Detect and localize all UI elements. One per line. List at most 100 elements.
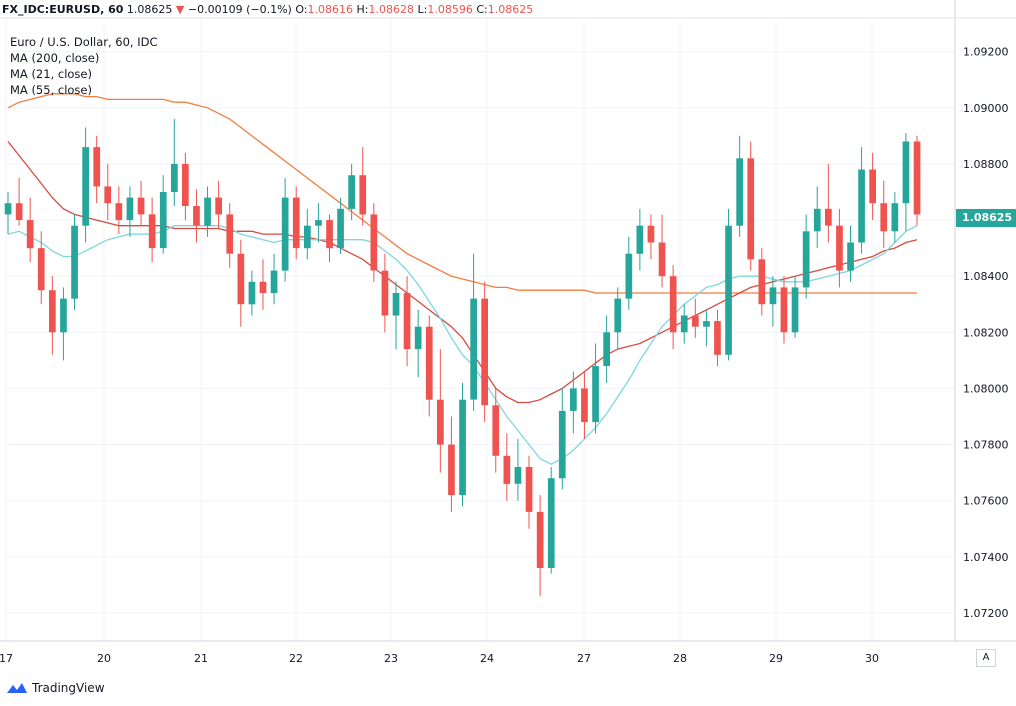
y-tick-label: 1.07800 (963, 439, 1009, 452)
x-tick-label: 23 (384, 652, 398, 665)
candle-body (714, 321, 721, 355)
candle-body (281, 197, 289, 271)
candle-body (503, 455, 511, 484)
grid (4, 18, 955, 641)
candle-body (481, 298, 488, 406)
candle-body (392, 293, 400, 316)
last-price-tag: 1.08625 (956, 209, 1016, 227)
candle-body (470, 298, 477, 400)
candle-body (514, 467, 522, 484)
auto-scale-button[interactable]: A (976, 649, 996, 667)
candle-body (736, 158, 743, 226)
candle-body (259, 281, 267, 293)
low-label: L: (417, 3, 428, 16)
candle-body (525, 467, 533, 512)
candle-body (348, 175, 355, 209)
candle-body (304, 225, 311, 249)
candle-body (658, 242, 666, 277)
candle-body (847, 242, 854, 271)
candle-body (536, 511, 544, 568)
candle-body (891, 203, 899, 232)
candle-body (26, 220, 34, 249)
series-title[interactable]: Euro / U.S. Dollar, 60, IDC (10, 35, 158, 49)
legend-ma55[interactable]: MA (55, close) (10, 83, 92, 97)
x-tick-label: 22 (289, 652, 303, 665)
candle-body (104, 186, 112, 204)
candle-body (769, 287, 777, 305)
candle-body (159, 192, 167, 249)
candle-body (913, 141, 921, 215)
candle-body (692, 315, 699, 327)
candle-body (315, 220, 322, 226)
candle-body (204, 197, 211, 226)
candle-body (171, 163, 178, 192)
candle-body (359, 175, 367, 215)
candle-body (669, 276, 677, 333)
y-tick-label: 1.08200 (963, 326, 1009, 339)
candle-body (381, 270, 389, 316)
tradingview-logo[interactable]: TradingView (6, 681, 105, 695)
x-tick-label: 28 (673, 652, 687, 665)
symbol-name[interactable]: FX_IDC:EURUSD, 60 (2, 3, 124, 16)
ma21-line (7, 225, 918, 465)
candle-body (437, 399, 444, 445)
ma21-line-group (7, 225, 918, 465)
candle-body (581, 388, 588, 423)
candle-body (237, 253, 245, 305)
candle-body (115, 203, 123, 220)
legend-ma200[interactable]: MA (200, close) (10, 51, 100, 65)
candle-body (592, 366, 599, 423)
candle-body (802, 231, 810, 288)
candle-body (126, 197, 134, 221)
candle-body (825, 208, 832, 226)
price-change: −0.00109 (−0.1%) (187, 3, 292, 16)
candle-body (93, 147, 101, 187)
ma55-line (7, 141, 918, 404)
candle-body (337, 208, 344, 249)
candle-body (248, 281, 256, 305)
y-tick-label: 1.07600 (963, 495, 1009, 508)
x-tick-label: 21 (194, 652, 208, 665)
candle-body (636, 225, 644, 254)
y-tick-label: 1.09200 (963, 46, 1009, 59)
candle-body (82, 147, 89, 226)
candle-body (49, 290, 56, 333)
tradingview-logo-icon (7, 683, 27, 693)
candle-body (292, 197, 300, 249)
close-value: 1.08625 (487, 3, 534, 16)
candle-body (182, 163, 189, 206)
open-value: 1.08616 (307, 3, 354, 16)
x-tick-label: 17 (0, 652, 13, 665)
candle-body (193, 206, 200, 226)
legend-ma21[interactable]: MA (21, close) (10, 67, 92, 81)
candle-body (326, 220, 333, 249)
candle-body (226, 214, 234, 254)
high-label: H: (356, 3, 369, 16)
candle-body (880, 203, 888, 232)
candle-body (459, 399, 466, 496)
candle-body (791, 287, 799, 333)
candle-body (603, 332, 610, 366)
indicator-legend: Euro / U.S. Dollar, 60, IDC MA (200, clo… (10, 34, 158, 98)
last-price: 1.08625 (126, 3, 173, 16)
candle-body (60, 298, 67, 333)
symbol-header: FX_IDC:EURUSD, 60 1.08625 ▼ −0.00109 (−0… (2, 3, 533, 16)
candle-body (902, 141, 910, 204)
candle-body (869, 169, 876, 204)
candle-body (780, 287, 788, 333)
candle-body (725, 225, 732, 355)
candle-body (15, 203, 23, 220)
candles (4, 119, 921, 597)
ma55-line-group (7, 141, 918, 404)
candle-body (448, 444, 455, 496)
close-label: C: (476, 3, 488, 16)
candle-body (758, 259, 766, 305)
y-tick-label: 1.09000 (963, 102, 1009, 115)
candle-body (71, 225, 78, 299)
candle-body (747, 158, 755, 260)
brand-name: TradingView (32, 681, 105, 695)
candle-body (148, 214, 156, 249)
high-value: 1.08628 (368, 3, 415, 16)
